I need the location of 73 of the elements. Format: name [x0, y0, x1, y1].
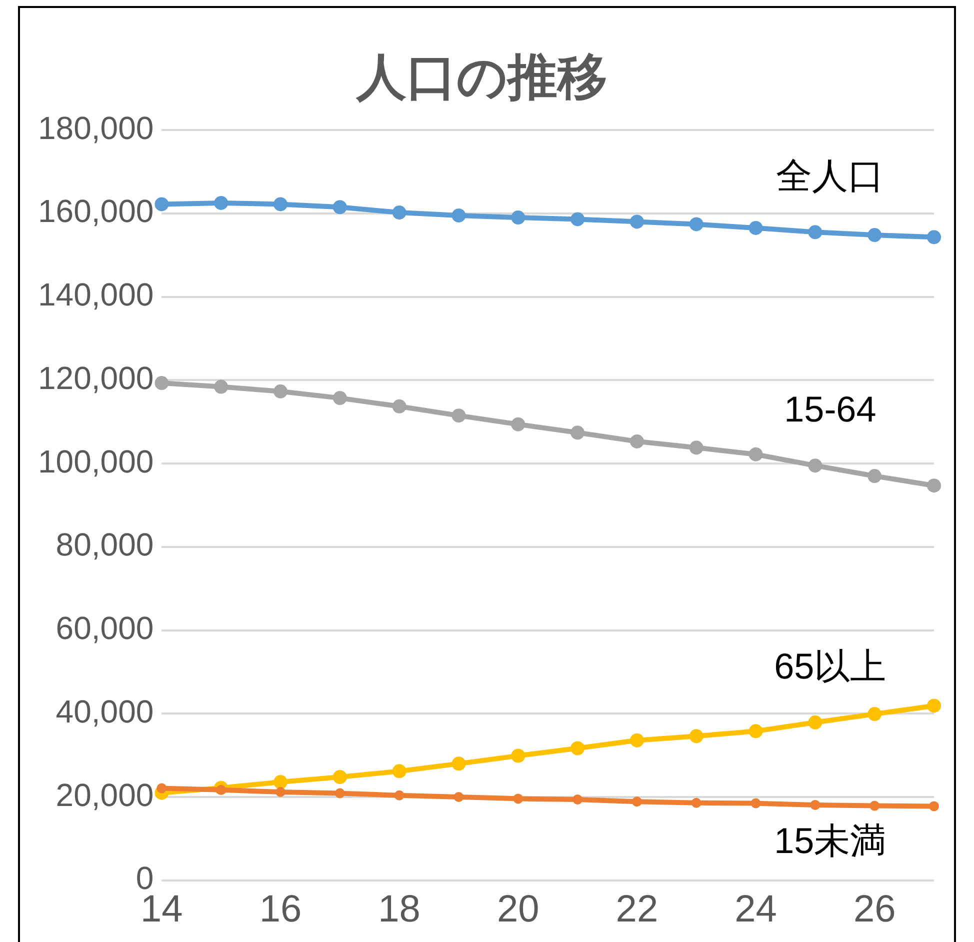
y-tick-label: 20,000 [56, 776, 154, 813]
point [452, 756, 466, 771]
point [154, 376, 169, 390]
point [808, 458, 822, 473]
point [392, 764, 406, 778]
point [394, 790, 404, 800]
point [392, 206, 406, 220]
x-tick-label: 16 [259, 888, 302, 931]
point [748, 724, 763, 738]
point [689, 217, 704, 232]
series-label: 65以上 [774, 645, 886, 686]
point [392, 399, 406, 414]
point [332, 770, 347, 784]
point [927, 478, 941, 493]
point [275, 787, 286, 798]
point [927, 698, 941, 713]
y-tick-label: 60,000 [56, 610, 154, 646]
point [810, 800, 820, 810]
point [332, 391, 347, 406]
point [927, 230, 941, 244]
point [511, 210, 526, 225]
point [452, 408, 466, 423]
x-tick-label: 22 [616, 888, 658, 931]
point [513, 794, 524, 804]
point [273, 197, 288, 212]
y-tick-label: 100,000 [38, 443, 154, 480]
y-tick-label: 140,000 [38, 276, 154, 313]
x-tick-label: 20 [496, 888, 540, 931]
y-tick-label: 180,000 [38, 110, 154, 146]
y-tick-label: 40,000 [56, 693, 154, 730]
series-label: 15-64 [784, 388, 876, 430]
point [570, 426, 585, 440]
point [214, 196, 228, 210]
point [332, 200, 347, 214]
point [808, 715, 822, 730]
point [156, 783, 167, 794]
point [334, 788, 345, 798]
point [452, 208, 466, 222]
x-tick-label: 26 [853, 888, 896, 931]
point [748, 220, 763, 235]
point [570, 741, 585, 756]
point [154, 197, 169, 212]
point [511, 748, 526, 763]
point [572, 794, 583, 805]
point [273, 384, 288, 398]
point [929, 801, 939, 812]
point [750, 798, 761, 808]
point [454, 792, 464, 802]
point [691, 798, 702, 808]
y-tick-label: 80,000 [56, 526, 154, 563]
point [630, 733, 644, 748]
point [511, 417, 526, 432]
point [868, 469, 882, 484]
series-label: 15未満 [774, 820, 886, 861]
y-tick-label: 160,000 [38, 193, 154, 230]
y-tick-label: 120,000 [38, 360, 154, 396]
point [632, 796, 642, 807]
x-tick-label: 24 [734, 888, 777, 931]
point [273, 775, 288, 790]
chart-title: 人口の推移 [356, 48, 608, 105]
point [808, 225, 822, 240]
point [689, 440, 704, 455]
point [630, 214, 644, 229]
point [689, 729, 704, 744]
point [214, 380, 228, 394]
point [868, 228, 882, 242]
point [870, 800, 880, 811]
point [630, 434, 644, 448]
series-label: 全人口 [776, 155, 884, 196]
x-tick-label: 18 [378, 888, 420, 931]
point [748, 447, 763, 462]
point [570, 212, 585, 226]
point [868, 707, 882, 722]
